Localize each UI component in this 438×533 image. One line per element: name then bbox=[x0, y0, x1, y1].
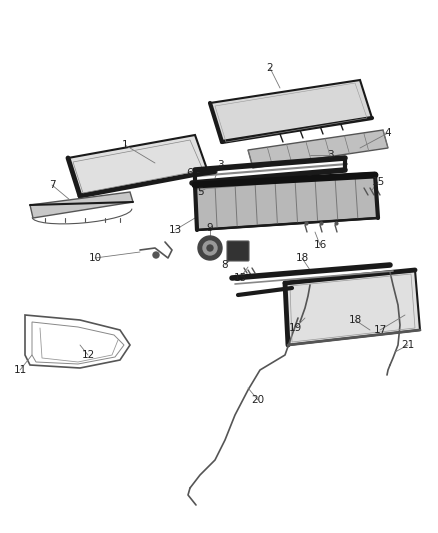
Text: 16: 16 bbox=[313, 240, 327, 250]
Text: 13: 13 bbox=[168, 225, 182, 235]
Text: 21: 21 bbox=[401, 340, 415, 350]
Polygon shape bbox=[68, 135, 208, 196]
Text: 12: 12 bbox=[81, 350, 95, 360]
Text: 7: 7 bbox=[49, 180, 55, 190]
Text: 15: 15 bbox=[371, 177, 385, 187]
Text: 10: 10 bbox=[88, 253, 102, 263]
Text: 18: 18 bbox=[348, 315, 362, 325]
Polygon shape bbox=[210, 80, 372, 142]
Text: 19: 19 bbox=[288, 323, 302, 333]
Circle shape bbox=[203, 241, 217, 255]
Text: 8: 8 bbox=[222, 260, 228, 270]
Text: 20: 20 bbox=[251, 395, 265, 405]
Text: 17: 17 bbox=[373, 325, 387, 335]
Text: 11: 11 bbox=[14, 365, 27, 375]
Polygon shape bbox=[195, 174, 378, 230]
Text: 3: 3 bbox=[217, 160, 223, 170]
Circle shape bbox=[207, 245, 213, 251]
Text: 5: 5 bbox=[197, 187, 203, 197]
Text: 4: 4 bbox=[385, 128, 391, 138]
FancyBboxPatch shape bbox=[227, 241, 249, 261]
Circle shape bbox=[198, 236, 222, 260]
Text: 15: 15 bbox=[233, 273, 247, 283]
Text: 9: 9 bbox=[207, 223, 213, 233]
Polygon shape bbox=[248, 130, 388, 168]
Polygon shape bbox=[285, 270, 420, 345]
Text: 3: 3 bbox=[327, 150, 333, 160]
Circle shape bbox=[153, 252, 159, 258]
Polygon shape bbox=[30, 192, 133, 218]
Text: 18: 18 bbox=[295, 253, 309, 263]
Text: 1: 1 bbox=[122, 140, 128, 150]
Text: 2: 2 bbox=[267, 63, 273, 73]
Text: 6: 6 bbox=[187, 168, 193, 178]
